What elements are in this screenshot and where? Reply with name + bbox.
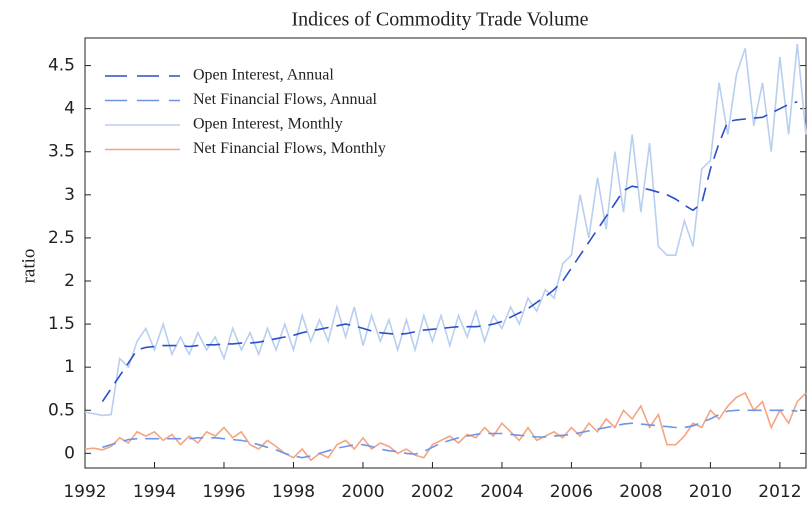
y-tick-label: 1.5: [48, 314, 75, 334]
data-line: [84, 391, 807, 462]
y-tick-label: 1: [64, 357, 75, 377]
legend-label: Net Financial Flows, Monthly: [193, 140, 386, 157]
x-tick-label: 2002: [411, 482, 454, 502]
x-tick-label: 1996: [202, 482, 245, 502]
x-tick-label: 1998: [272, 482, 315, 502]
plot-frame: [84, 37, 807, 469]
y-tick-label: 4.5: [48, 56, 75, 76]
y-tick-label: 3: [64, 185, 75, 205]
x-tick-label: 2004: [480, 482, 523, 502]
data-line: [84, 43, 807, 417]
y-tick-label: 0.5: [48, 400, 75, 420]
legend-label: Open Interest, Annual: [193, 67, 334, 84]
data-line: [102, 409, 798, 459]
y-tick-label: 0: [64, 443, 75, 463]
x-tick-label: 2012: [758, 482, 801, 502]
y-axis-label: ratio: [18, 249, 39, 284]
data-line: [101, 101, 798, 403]
x-tick-label: 2010: [689, 482, 732, 502]
y-tick-label: 4: [64, 99, 75, 119]
legend-label: Open Interest, Monthly: [193, 116, 343, 133]
x-tick-label: 2008: [619, 482, 662, 502]
x-tick-label: 2006: [550, 482, 593, 502]
chart-title: Indices of Commodity Trade Volume: [291, 9, 588, 31]
x-tick-label: 2000: [341, 482, 384, 502]
x-tick-label: 1994: [133, 482, 176, 502]
y-tick-label: 2: [64, 271, 75, 291]
legend-label: Net Financial Flows, Annual: [193, 91, 378, 108]
x-tick-label: 1992: [63, 482, 106, 502]
y-tick-label: 3.5: [48, 142, 75, 162]
y-tick-label: 2.5: [48, 228, 75, 248]
